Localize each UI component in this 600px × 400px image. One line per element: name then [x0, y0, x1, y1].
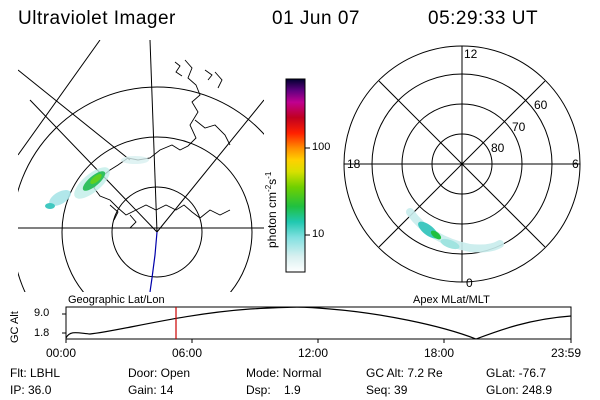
time-tick-label: 00:00	[46, 346, 77, 360]
geo-meridian	[156, 99, 264, 233]
stat-gain: Gain: 14	[128, 383, 174, 397]
stat-door: Door: Open	[128, 366, 191, 380]
mlt-label-6: 6	[572, 157, 579, 171]
colorbar	[285, 78, 306, 273]
stat-gc-alt: GC Alt: 7.2 Re	[366, 366, 443, 380]
colorbar-tick-label: 100	[312, 141, 331, 153]
altitude-ylabel: GC Alt	[9, 311, 21, 343]
colorbar-tick-label: 10	[312, 228, 325, 240]
stat-glat: GLat: -76.7	[486, 366, 547, 380]
stat-filter: Flt: LBHL	[10, 366, 61, 380]
geo-meridian	[18, 40, 101, 156]
header-title: Ultraviolet Imager	[18, 8, 176, 29]
colorbar-exp: -2	[264, 184, 273, 192]
time-tick-label: 12:00	[298, 346, 329, 360]
left-panel-label: Geographic Lat/Lon	[68, 294, 165, 306]
right-panel-label: Apex MLat/MLT	[413, 294, 490, 306]
geo-lat-circle-outer	[18, 86, 264, 292]
mlat-label-70: 70	[512, 120, 526, 134]
orbit-track	[149, 231, 158, 292]
mlat-label-60: 60	[534, 98, 548, 112]
mlat-label-80: 80	[491, 141, 505, 155]
time-tick-label: 06:00	[172, 346, 203, 360]
time-tick-label: 18:00	[424, 346, 455, 360]
geo-meridian	[18, 69, 131, 161]
colorbar-unit-s: s	[265, 178, 279, 185]
stat-mode: Mode: Normal	[246, 366, 322, 380]
time-tick-label: 23:59	[551, 346, 582, 360]
colorbar-unit: photon cm	[265, 191, 279, 248]
geo-meridian	[149, 40, 158, 233]
stat-ip: IP: 36.0	[10, 383, 52, 397]
altitude-plot-frame	[65, 306, 572, 340]
geo-lat-circle-mid	[61, 136, 253, 292]
mlt-label-18: 18	[347, 157, 361, 171]
colorbar-label: photon cm-2s-1	[264, 172, 279, 248]
apex-mlt-line	[378, 80, 546, 248]
aurora-emission-left	[45, 156, 149, 209]
altitude-ytick-label: 1.8	[34, 327, 50, 339]
geo-meridian	[29, 99, 158, 233]
coastline	[93, 59, 231, 229]
mlt-label-12: 12	[464, 47, 478, 61]
header-date: 01 Jun 07	[272, 8, 360, 29]
stat-dsp: Dsp: 1.9	[246, 383, 301, 397]
stat-seq: Seq: 39	[366, 383, 408, 397]
colorbar-exp2: -1	[264, 171, 273, 179]
altitude-ytick-label: 9.0	[34, 307, 50, 319]
geographic-map	[18, 40, 264, 292]
altitude-curve	[65, 306, 572, 340]
aurora-emission-right	[406, 208, 504, 253]
header-time: 05:29:33 UT	[428, 8, 539, 29]
stat-glon: GLon: 248.9	[486, 383, 553, 397]
mlt-label-0: 0	[466, 276, 473, 290]
geo-lat-circle-inner	[111, 186, 203, 278]
